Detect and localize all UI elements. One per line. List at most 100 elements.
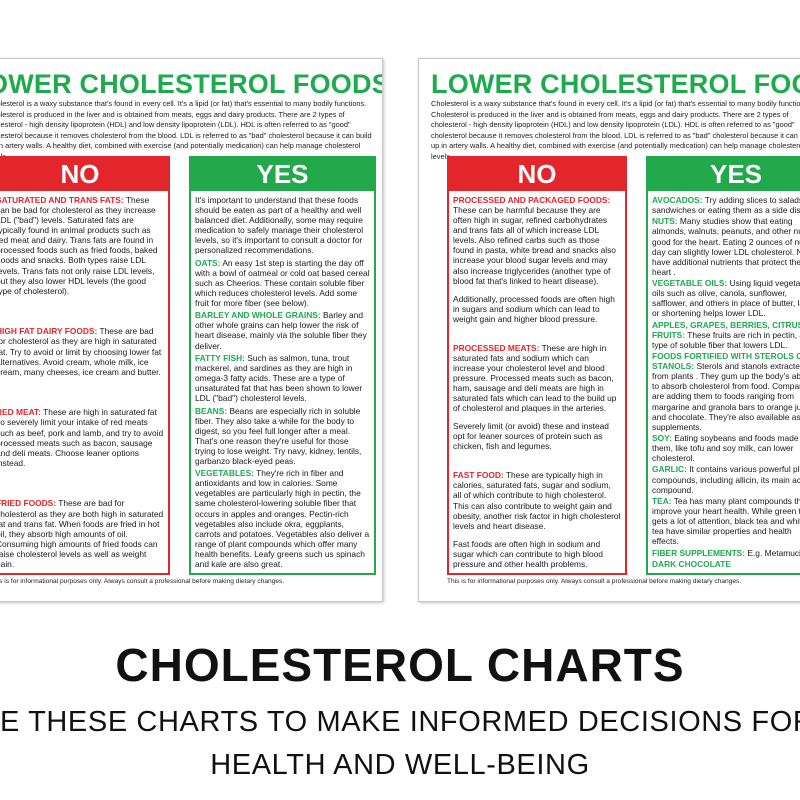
item-paragraph: GARLIC: It contains various powerful pla… [652,464,800,494]
food-item: PROCESSED AND PACKAGED FOODS: These can … [453,195,621,324]
no-box: SATURATED AND TRANS FATS: These can be b… [0,191,170,575]
item-heading: BEANS: [195,405,228,416]
food-item: VEGETABLE OILS: Using liquid vegetable o… [652,278,800,318]
item-heading: FRIED FOODS: [0,498,57,509]
food-item: APPLES, GRAPES, BERRIES, CITRUS FRUITS: … [652,320,800,350]
item-paragraph: VEGETABLES: They're rich in fiber and an… [195,468,370,569]
item-text: These are high in saturated fats and sod… [453,342,617,414]
item-heading: APPLES, GRAPES, BERRIES, CITRUS FRUITS: [652,319,800,340]
item-text: These can be bad for cholesterol as they… [0,195,158,296]
item-paragraph: APPLES, GRAPES, BERRIES, CITRUS FRUITS: … [652,320,800,350]
item-text: Barley and other whole grains can help l… [195,310,367,351]
yes-column: YES It's important to understand that the… [189,156,376,575]
food-item: OATS: An easy 1st step is starting the d… [195,258,370,308]
item-heading: DARK CHOCOLATE [652,558,731,569]
yes-box: It's important to understand that these … [189,191,376,575]
item-text: Many studies show that eating almonds, w… [652,216,800,277]
food-item: SATURATED AND TRANS FATS: These can be b… [0,195,164,296]
item-paragraph: It's important to understand that these … [195,195,370,255]
item-paragraph: OATS: An easy 1st step is starting the d… [195,258,370,308]
item-heading: RED MEAT: [0,407,41,418]
food-item: VEGETABLES: They're rich in fiber and an… [195,468,370,569]
item-paragraph: Fast foods are often high in sodium and … [453,538,603,569]
item-heading: BARLEY AND WHOLE GRAINS: [195,310,321,321]
intro-text: Cholesterol is a waxy substance that's f… [431,99,800,161]
no-box: PROCESSED AND PACKAGED FOODS: These can … [447,191,627,575]
item-heading: PROCESSED AND PACKAGED FOODS: [453,195,611,205]
intro-text: Cholesterol is a waxy substance that's f… [0,99,372,161]
item-text: These are high in saturated fat so sever… [0,407,164,468]
item-paragraph: PROCESSED MEATS: These are high in satur… [453,343,621,414]
no-header: NO [0,156,170,191]
food-item: SOY: Eating soybeans and foods made from… [652,433,800,463]
item-text: Using liquid vegetable oils such as oliv… [652,278,800,319]
food-item: GARLIC: It contains various powerful pla… [652,464,800,494]
item-paragraph: DARK CHOCOLATE [652,559,800,569]
banner-line: HEALTH AND WELL-BEING [210,749,590,781]
item-paragraph: TEA: Tea has many plant compounds that i… [652,496,800,546]
footer-note: This is for informational purposes only.… [447,578,742,585]
item-text: They're rich in fiber and antioxidants a… [195,468,370,569]
item-paragraph: VEGETABLE OILS: Using liquid vegetable o… [652,278,800,318]
item-heading: GARLIC: [652,464,687,475]
item-paragraph: FIBER SUPPLEMENTS: E.g. Metamucil [652,548,800,558]
item-text: These can be harmful because they are of… [453,205,616,286]
item-heading: NUTS: [652,216,678,227]
food-item: FIBER SUPPLEMENTS: E.g. Metamucil [652,548,800,558]
food-item: It's important to understand that these … [195,195,370,255]
food-item: RED MEAT: These are high in saturated fa… [0,407,164,467]
item-heading: AVOCADOS: [652,195,703,205]
footer-note: This is for informational purposes only.… [0,578,285,585]
food-item: FOODS FORTIFIED WITH STEROLS OR STANOLS:… [652,351,800,432]
no-column: NO PROCESSED AND PACKAGED FOODS: These ca… [447,156,627,575]
item-text: These are typically high in calories, sa… [453,470,621,531]
item-text: Tea has many plant compounds that improv… [652,495,800,547]
chart-page: LOWER CHOLESTEROL FOODSCholesterol is a … [418,58,800,602]
item-paragraph: PROCESSED AND PACKAGED FOODS: These can … [453,195,621,286]
item-text: Beans are especially rich in soluble fib… [195,405,362,466]
food-item: DARK CHOCOLATE [652,559,800,569]
no-header: NO [447,156,627,191]
item-heading: FOODS FORTIFIED WITH STEROLS OR STANOLS: [652,351,800,372]
item-heading: FATTY FISH: [195,352,245,363]
item-text: It's important to understand that these … [195,195,364,256]
item-heading: VEGETABLES: [195,468,254,479]
food-item: TEA: Tea has many plant compounds that i… [652,496,800,546]
no-column: NO SATURATED AND TRANS FATS: These can be… [0,156,170,575]
item-paragraph: RED MEAT: These are high in saturated fa… [0,407,164,467]
chart-page: OWER CHOLESTEROL FOODSCholesterol is a w… [0,58,383,602]
item-text: These are bad for cholesterol as they ar… [0,326,162,377]
item-heading: SOY: [652,432,672,443]
item-heading: FAST FOOD: [453,470,504,481]
food-item: BEANS: Beans are especially rich in solu… [195,406,370,466]
item-text: Eating soybeans and foods made from them… [652,432,800,464]
banner-line: E THESE CHARTS TO MAKE INFORMED DECISION… [0,706,800,738]
item-paragraph: HIGH FAT DAIRY FOODS: These are bad for … [0,326,164,376]
item-heading: SATURATED AND TRANS FATS: [0,195,124,205]
item-heading: TEA: [652,495,672,506]
item-text: It contains various powerful plant compo… [652,464,800,495]
item-heading: VEGETABLE OILS: [652,278,728,289]
item-heading: PROCESSED MEATS: [453,342,540,353]
food-item: PROCESSED MEATS: These are high in satur… [453,343,621,452]
item-text: These fruits are rich in pectin, a type … [652,329,800,350]
item-paragraph: Severely limit (or avoid) these and inst… [453,421,609,452]
item-text: Such as salmon, tuna, trout mackerel, an… [195,352,363,404]
item-paragraph: BEANS: Beans are especially rich in solu… [195,406,370,466]
yes-header: YES [646,156,800,191]
food-item: BARLEY AND WHOLE GRAINS: Barley and othe… [195,310,370,350]
item-paragraph: FRIED FOODS: These are bad for cholester… [0,498,164,569]
food-item: FAST FOOD: These are typically high in c… [453,470,621,569]
item-paragraph: Additionally, processed foods are often … [453,293,615,324]
yes-column: YES AVOCADOS: Try adding slices to salad s… [646,156,800,575]
page-title: LOWER CHOLESTEROL FOODS [431,69,800,99]
food-item: FRIED FOODS: These are bad for cholester… [0,498,164,569]
item-paragraph: NUTS: Many studies show that eating almo… [652,216,800,276]
food-item: HIGH FAT DAIRY FOODS: These are bad for … [0,326,164,376]
item-text: E.g. Metamucil [747,547,800,558]
